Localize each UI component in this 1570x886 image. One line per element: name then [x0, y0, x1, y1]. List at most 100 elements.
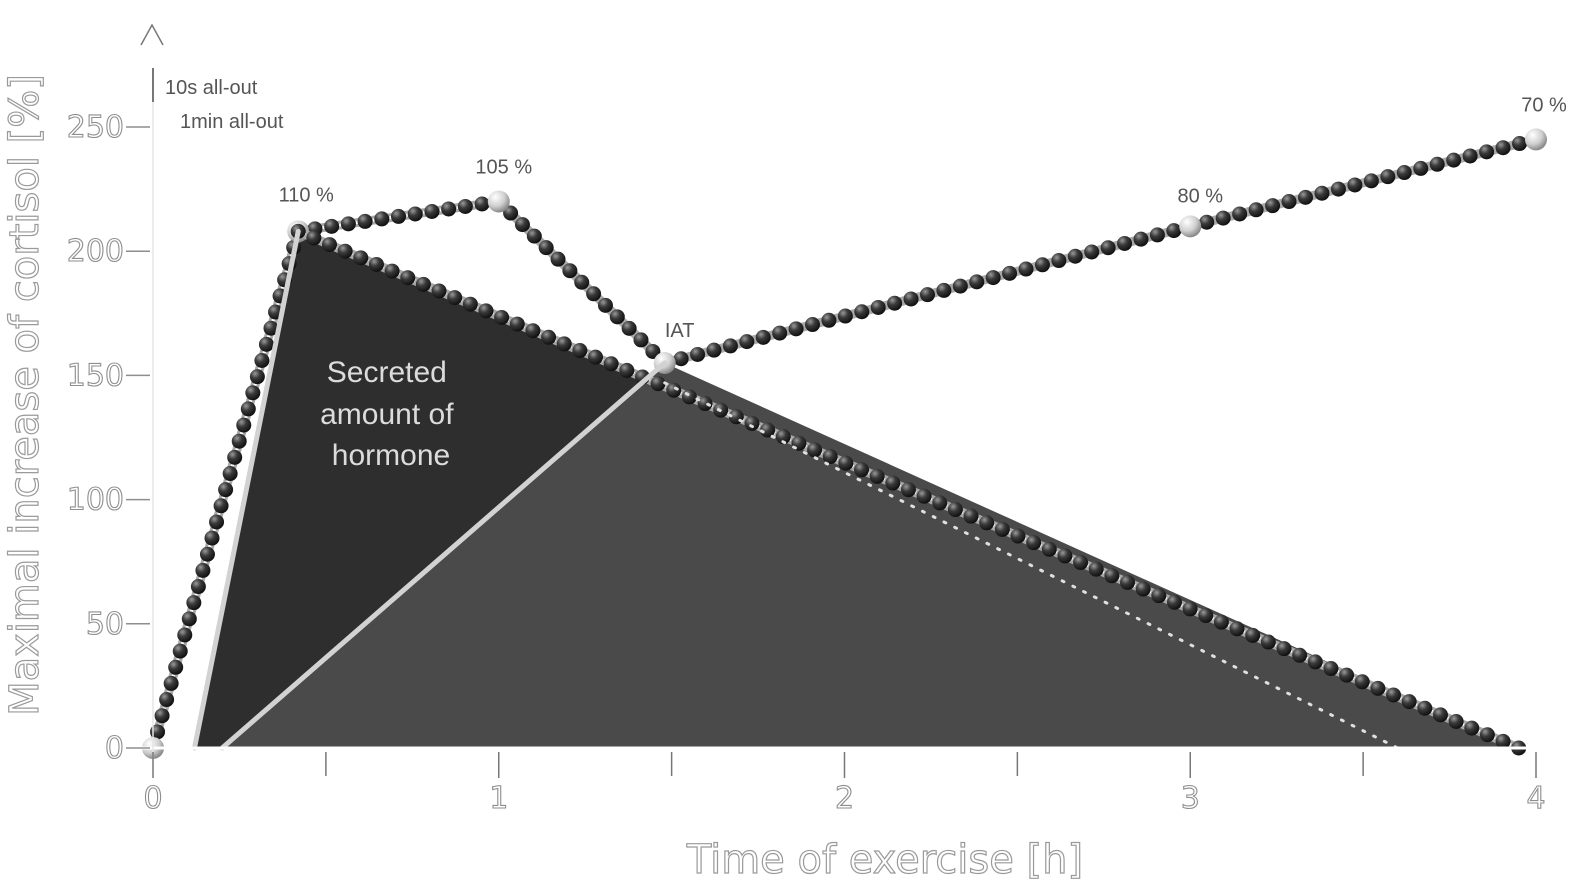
bead [324, 218, 340, 234]
bead [1073, 555, 1089, 571]
bead [706, 342, 722, 358]
bead [1018, 261, 1034, 277]
bead [1495, 140, 1511, 156]
bead [1479, 144, 1495, 160]
bead [947, 502, 963, 518]
point-label-3: IAT [665, 320, 695, 342]
y-tick-label-3: 150 [67, 358, 124, 393]
point-label-1: 110 % [279, 184, 334, 206]
bead [1330, 181, 1346, 197]
bead [1276, 641, 1292, 657]
x-axis-title: Time of exercise [h] [686, 837, 1083, 883]
bead [744, 415, 760, 431]
y-tick-label-4: 200 [67, 234, 124, 269]
bead [916, 488, 932, 504]
bead [227, 449, 243, 465]
bead [1245, 627, 1261, 643]
bead [650, 376, 666, 392]
bead [666, 382, 682, 398]
bead [1396, 165, 1412, 181]
bead [870, 299, 886, 315]
bead [1133, 231, 1149, 247]
point-label-5: 70 % [1521, 94, 1567, 116]
bead [154, 708, 170, 724]
bead [1166, 223, 1182, 239]
bead [1363, 173, 1379, 189]
area-label-line-3: hormone [332, 439, 450, 472]
bead [172, 643, 188, 659]
bead [963, 508, 979, 524]
legend-item-10s: 10s all-out [165, 77, 258, 99]
bead [588, 349, 604, 365]
bead [337, 243, 353, 259]
bead [249, 369, 265, 385]
bead [1026, 535, 1042, 551]
area-1 [222, 362, 1519, 748]
legend-item-1min: 1min all-out [180, 111, 284, 133]
bead [690, 346, 706, 362]
bead [1429, 156, 1445, 172]
bead [1213, 614, 1229, 630]
bead [1010, 528, 1026, 544]
bead [1479, 727, 1495, 743]
bead [1281, 194, 1297, 210]
bead [1182, 601, 1198, 617]
bead [1084, 244, 1100, 260]
bead [697, 396, 713, 412]
y-axis-arrow-icon [140, 23, 164, 46]
bead [1323, 661, 1339, 677]
x-tick-label-0: 0 [143, 781, 162, 816]
bead [374, 211, 390, 227]
bead [340, 216, 356, 232]
series-line-3 [219, 360, 668, 751]
bead [1232, 206, 1248, 222]
bead [462, 296, 478, 312]
bead [903, 291, 919, 307]
bead [236, 417, 252, 433]
bead [240, 401, 256, 417]
bead [1229, 621, 1245, 637]
bead [1149, 227, 1165, 243]
bead [633, 332, 649, 348]
areas-layer [194, 231, 1519, 748]
bead [1260, 634, 1276, 650]
bead [538, 240, 554, 256]
bead [526, 228, 542, 244]
bead [755, 329, 771, 345]
bead [1354, 674, 1370, 690]
bead [1380, 169, 1396, 185]
bead [985, 270, 1001, 286]
bead [190, 579, 206, 595]
bead [722, 338, 738, 354]
bead [609, 309, 625, 325]
bead [969, 274, 985, 290]
bead [509, 316, 525, 332]
y-tick-label-2: 100 [67, 483, 124, 518]
bead [384, 263, 400, 279]
bead [353, 250, 369, 266]
bead [150, 724, 166, 740]
bead [1198, 608, 1214, 624]
bead [619, 362, 635, 378]
bead [1067, 248, 1083, 264]
bead [306, 230, 322, 246]
point-label-4: 80 % [1177, 185, 1223, 207]
series-line-2 [191, 228, 301, 751]
bead [1448, 714, 1464, 730]
area-label: Secreted amount of hormone [320, 356, 462, 472]
bead [1199, 214, 1215, 230]
bead [673, 351, 689, 367]
bead [525, 323, 541, 339]
bead [807, 442, 823, 458]
bead [979, 515, 995, 531]
bead [186, 595, 202, 611]
bead [739, 334, 755, 350]
y-tick-label-1: 50 [86, 607, 124, 642]
bead [1135, 581, 1151, 597]
bead [869, 468, 885, 484]
bead [1051, 253, 1067, 269]
y-tick-label-5: 250 [67, 110, 124, 145]
bead [1100, 240, 1116, 256]
bead [1307, 654, 1323, 670]
bead [204, 530, 220, 546]
